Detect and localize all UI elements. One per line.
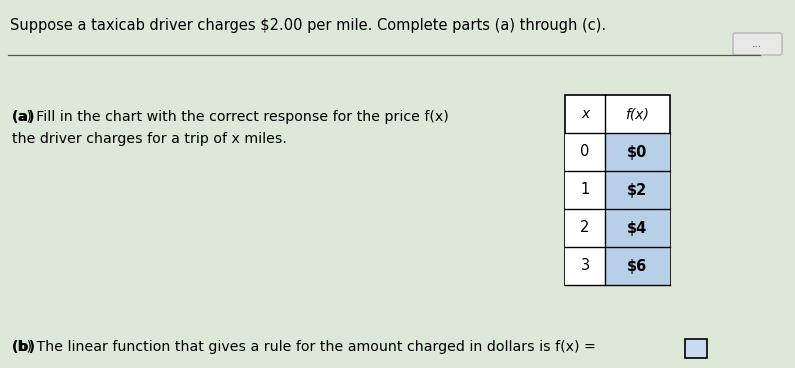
Bar <box>605 209 670 247</box>
Bar <box>565 95 670 285</box>
Text: (a) Fill in the chart with the correct response for the price f(x): (a) Fill in the chart with the correct r… <box>12 110 448 124</box>
Text: 0: 0 <box>580 145 590 159</box>
Text: (b): (b) <box>12 340 40 354</box>
Text: f(x): f(x) <box>626 107 650 121</box>
Bar <box>565 133 605 171</box>
Text: $2: $2 <box>627 183 648 198</box>
Text: Suppose a taxicab driver charges $2.00 per mile. Complete parts (a) through (c).: Suppose a taxicab driver charges $2.00 p… <box>10 18 606 33</box>
Text: $4: $4 <box>627 220 648 236</box>
Text: the driver charges for a trip of x miles.: the driver charges for a trip of x miles… <box>12 132 287 146</box>
Bar <box>605 171 670 209</box>
Text: 1: 1 <box>580 183 590 198</box>
Text: (b) The linear function that gives a rule for the amount charged in dollars is f: (b) The linear function that gives a rul… <box>12 340 596 354</box>
Bar <box>565 247 605 285</box>
Text: $6: $6 <box>627 258 648 273</box>
FancyBboxPatch shape <box>733 33 782 55</box>
Text: 2: 2 <box>580 220 590 236</box>
Bar <box>605 133 670 171</box>
Text: ...: ... <box>752 39 762 49</box>
Text: (a): (a) <box>12 110 40 124</box>
Bar <box>565 171 605 209</box>
Bar <box>605 247 670 285</box>
Text: $0: $0 <box>627 145 648 159</box>
Text: 3: 3 <box>580 258 590 273</box>
Bar <box>565 209 605 247</box>
Text: x: x <box>581 107 589 121</box>
Bar <box>685 339 707 358</box>
